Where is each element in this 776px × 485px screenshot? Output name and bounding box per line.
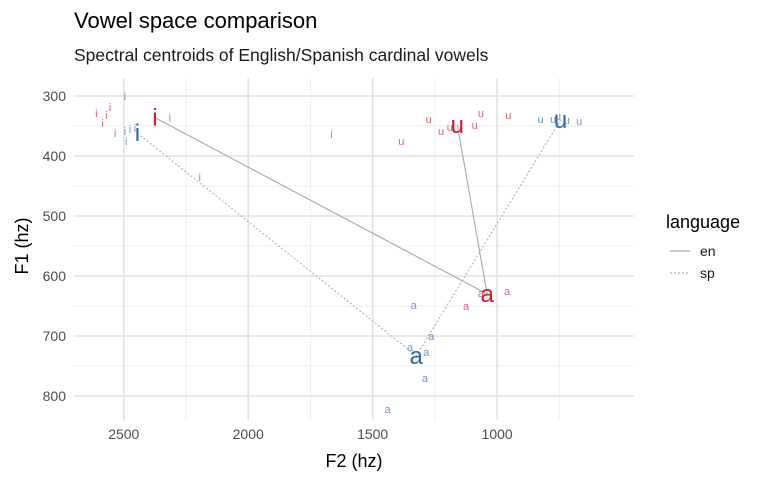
x-tick-label: 2000 (233, 426, 264, 442)
x-tick-label: 1000 (482, 426, 513, 442)
x-tick-label: 1500 (357, 426, 388, 442)
chart-title: Vowel space comparison (74, 8, 317, 33)
centroid-sp-i: i (135, 120, 140, 147)
token-sp-i: i (125, 136, 127, 148)
token-en-u: u (472, 120, 478, 132)
token-sp-a: a (407, 342, 414, 354)
token-en-u: u (438, 126, 444, 138)
legend: language en sp (666, 212, 740, 281)
legend-label-sp: sp (700, 265, 715, 281)
token-en-i: i (105, 110, 107, 122)
token-en-i: i (330, 129, 332, 141)
token-sp-a: a (422, 373, 429, 385)
token-en-i: i (169, 113, 171, 125)
token-sp-i: i (124, 91, 126, 103)
token-en-a: a (504, 286, 511, 298)
centroid-sp-u: u (554, 107, 567, 134)
token-sp-u: u (555, 111, 561, 123)
token-sp-u: u (550, 114, 556, 126)
legend-title: language (666, 212, 740, 232)
token-sp-u: u (564, 115, 570, 127)
centroid-en-i: i (152, 105, 157, 132)
y-tick-label: 800 (43, 388, 67, 404)
y-tick-label: 400 (43, 148, 67, 164)
token-sp-a: a (385, 404, 392, 416)
chart-subtitle: Spectral centroids of English/Spanish ca… (74, 45, 489, 65)
token-sp-i: i (124, 126, 126, 138)
token-en-u: u (426, 114, 432, 126)
token-sp-i: i (134, 123, 136, 135)
y-tick-label: 700 (43, 328, 67, 344)
token-en-u: u (478, 108, 484, 120)
token-en-u: u (447, 122, 453, 134)
grid-layer (74, 78, 634, 420)
centroid-sp-a: a (410, 343, 424, 370)
legend-label-en: en (700, 243, 716, 259)
y-tick-label: 600 (43, 268, 67, 284)
token-sp-a: a (428, 331, 435, 343)
y-axis-label: F1 (hz) (12, 217, 32, 274)
token-en-a: a (463, 301, 470, 313)
token-sp-u: u (538, 114, 544, 126)
connector-lines (137, 117, 562, 357)
y-tick-label: 300 (43, 88, 67, 104)
token-en-a: a (478, 288, 485, 300)
x-axis-label: F2 (hz) (325, 451, 382, 471)
centroid-labels: i u a i u a (135, 105, 567, 370)
token-sp-i: i (129, 124, 131, 136)
x-tick-label: 2500 (108, 426, 139, 442)
centroid-en-a: a (480, 281, 494, 308)
token-en-i: i (101, 118, 103, 130)
centroid-en-u: u (451, 112, 464, 139)
token-en-i: i (109, 102, 111, 114)
token-en-u: u (505, 110, 511, 122)
token-sp-a: a (411, 300, 418, 312)
token-sp-i: i (198, 172, 200, 184)
token-en-u: u (398, 136, 404, 148)
token-en-i: i (95, 108, 97, 120)
y-tick-label: 500 (43, 208, 67, 224)
token-sp-u: u (576, 116, 582, 128)
connector-sp (137, 119, 562, 357)
token-sp-a: a (423, 347, 430, 359)
token-en-i: i (114, 128, 116, 140)
connector-en (154, 117, 488, 296)
tick-layer: 2500 2000 1500 1000 300 400 500 600 700 800 (43, 88, 513, 442)
